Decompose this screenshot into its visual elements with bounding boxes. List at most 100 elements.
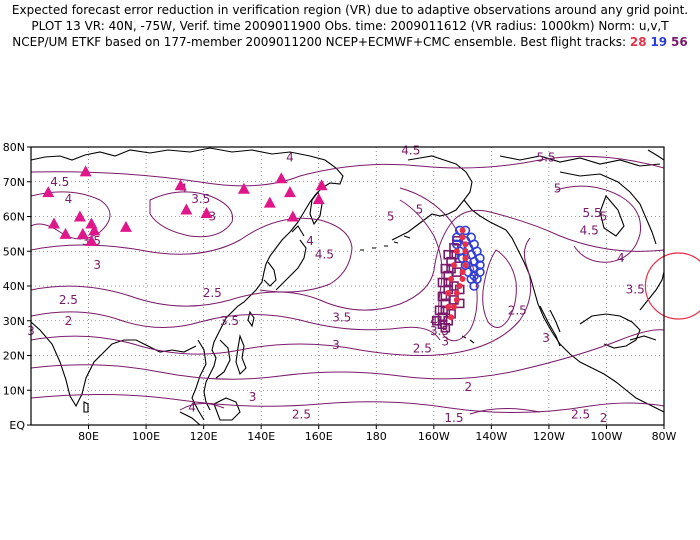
taiwan xyxy=(247,310,255,328)
y-tick-label: 40N xyxy=(3,280,25,293)
track-28-dot xyxy=(453,289,460,296)
observation-triangle xyxy=(237,182,250,194)
x-tick-label: 100W xyxy=(591,430,623,443)
eurasia-coast xyxy=(31,147,344,411)
contour-label: 4.5 xyxy=(50,175,69,189)
x-tick-label: 140E xyxy=(247,430,275,443)
borneo xyxy=(213,397,241,421)
y-tick-label: 70N xyxy=(3,176,25,189)
track-28-dot xyxy=(462,262,469,269)
contour-label: 3 xyxy=(442,335,450,349)
x-tick-label: 100E xyxy=(132,430,160,443)
observation-triangle xyxy=(85,217,98,229)
contour-line xyxy=(31,393,664,414)
track-28-dot xyxy=(453,248,460,255)
x-tick-label: 140W xyxy=(475,430,507,443)
track-28-dot xyxy=(462,241,469,248)
aleutians xyxy=(360,235,411,251)
track-28-dot xyxy=(462,255,469,262)
japan xyxy=(275,225,307,291)
alaska xyxy=(391,155,507,241)
contour-label: 4 xyxy=(617,251,625,265)
contour-label: 4.5 xyxy=(401,143,420,157)
contour-labels: 4.543.543.5344.544.5555.555.554.543.532.… xyxy=(27,143,645,425)
track-56-square xyxy=(437,291,448,302)
track-28-dot xyxy=(445,303,452,310)
observation-triangle xyxy=(312,193,325,205)
track-label-56: 56 xyxy=(670,35,688,49)
sri-lanka xyxy=(83,401,89,413)
y-tick-label: 30N xyxy=(3,315,25,328)
x-tick-label: 120E xyxy=(190,430,218,443)
title-line-1: Expected forecast error reduction in ver… xyxy=(11,3,689,17)
observation-triangle xyxy=(59,227,72,239)
contour-label: 4 xyxy=(286,150,294,164)
track-56-square xyxy=(431,315,442,326)
track-28-dot xyxy=(453,296,460,303)
korea-peninsula xyxy=(263,261,277,287)
coastlines xyxy=(31,147,664,425)
track-19-circle xyxy=(469,270,479,281)
contour-label: 5.5 xyxy=(583,206,602,220)
track-28-dot xyxy=(459,234,466,241)
contour-label: 3 xyxy=(93,258,101,272)
track-56-square xyxy=(437,277,448,288)
track-28-dot xyxy=(448,314,455,321)
track-28-dot xyxy=(459,227,466,234)
contour-label: 2 xyxy=(465,380,473,394)
lat-lon-grid xyxy=(31,147,664,425)
greenland-edge xyxy=(647,149,664,161)
contour-label: 2.5 xyxy=(571,408,590,422)
track-28-dot xyxy=(456,283,463,289)
contour-label: 5 xyxy=(416,203,424,217)
contour-label: 4 xyxy=(65,192,73,206)
flight-tracks xyxy=(431,225,485,333)
contour-label: 2 xyxy=(600,411,608,425)
title-line-3-text: NCEP/UM ETKF based on 177-member 2009011… xyxy=(12,35,627,49)
track-56-square xyxy=(443,249,454,260)
contour-line xyxy=(31,311,441,341)
contour-label: 2.5 xyxy=(292,408,311,422)
philippines xyxy=(235,333,247,376)
observation-triangle xyxy=(180,203,193,215)
y-tick-label: 80N xyxy=(3,141,25,154)
x-tick-label: 80W xyxy=(652,430,677,443)
baja xyxy=(539,305,561,347)
track-label-28: 28 xyxy=(629,35,647,49)
contour-line xyxy=(179,403,541,415)
y-tick-label: EQ xyxy=(9,419,25,432)
x-tick-label: 160E xyxy=(305,430,333,443)
track-56-square xyxy=(440,322,451,333)
contour-line xyxy=(31,209,664,311)
observation-triangle xyxy=(119,220,132,232)
y-tick-label: 10N xyxy=(3,384,25,397)
contour-label: 5 xyxy=(554,182,562,196)
observation-triangle xyxy=(85,234,98,246)
contour-label: 1.5 xyxy=(444,411,463,425)
observation-triangle xyxy=(283,186,296,198)
verification-region-circle xyxy=(644,252,700,320)
contour-line xyxy=(399,187,478,342)
observation-markers xyxy=(42,165,328,246)
track-56-square xyxy=(440,263,451,274)
contour-label: 3 xyxy=(208,210,216,224)
gulf-of-mexico xyxy=(579,271,664,349)
track-28-dot xyxy=(462,248,469,255)
x-tick-label: 120W xyxy=(533,430,565,443)
contour-line xyxy=(149,191,234,238)
observation-triangle xyxy=(200,207,213,219)
title-line-2: PLOT 13 VR: 40N, -75W, Verif. time 20090… xyxy=(31,19,669,33)
observation-triangle xyxy=(286,210,299,222)
north-america-west xyxy=(505,229,664,413)
contour-label: 3 xyxy=(332,338,340,352)
observation-triangle xyxy=(315,179,328,191)
x-tick-label: 80E xyxy=(78,430,99,443)
contour-label: 5 xyxy=(387,210,395,224)
hudson-bay xyxy=(599,194,625,237)
contour-label: 2.5 xyxy=(59,293,78,307)
contour-label: 2.5 xyxy=(203,286,222,300)
y-tick-label: 60N xyxy=(3,211,25,224)
contour-label: 2.5 xyxy=(508,303,527,317)
contour-line xyxy=(31,329,664,380)
